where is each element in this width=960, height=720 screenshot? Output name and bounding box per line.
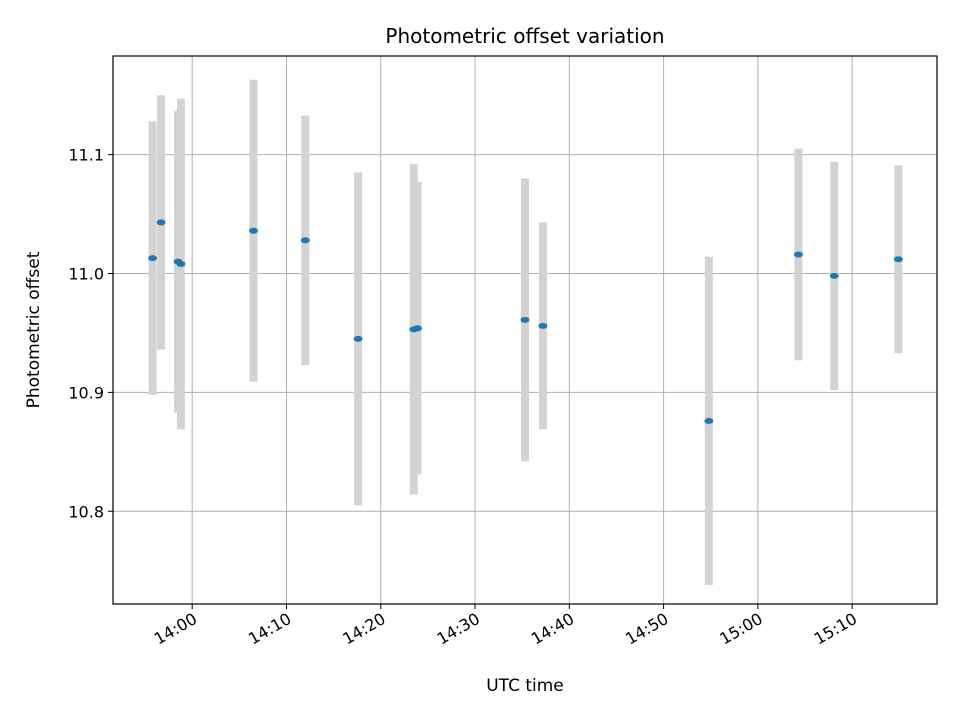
data-point bbox=[893, 256, 903, 263]
plot-frame bbox=[112, 55, 938, 605]
data-point bbox=[413, 325, 423, 332]
y-tick-label: 11.1 bbox=[68, 146, 104, 165]
data-point bbox=[156, 219, 166, 226]
data-point bbox=[538, 322, 548, 329]
data-point bbox=[793, 251, 803, 258]
data-point bbox=[176, 261, 186, 268]
y-axis-title: Photometric offset bbox=[24, 251, 44, 408]
data-point bbox=[248, 227, 258, 234]
data-point bbox=[704, 417, 714, 424]
y-tick-label: 10.8 bbox=[68, 502, 104, 521]
data-point bbox=[148, 255, 158, 262]
data-point bbox=[829, 272, 839, 279]
x-axis-title: UTC time bbox=[486, 676, 564, 696]
data-point bbox=[353, 335, 363, 342]
y-tick-label: 10.9 bbox=[68, 383, 104, 402]
data-point bbox=[520, 316, 530, 323]
point-layer bbox=[148, 219, 903, 424]
y-tick-label: 11.0 bbox=[68, 265, 104, 284]
chart-title: Photometric offset variation bbox=[385, 24, 664, 48]
data-point bbox=[300, 237, 310, 244]
